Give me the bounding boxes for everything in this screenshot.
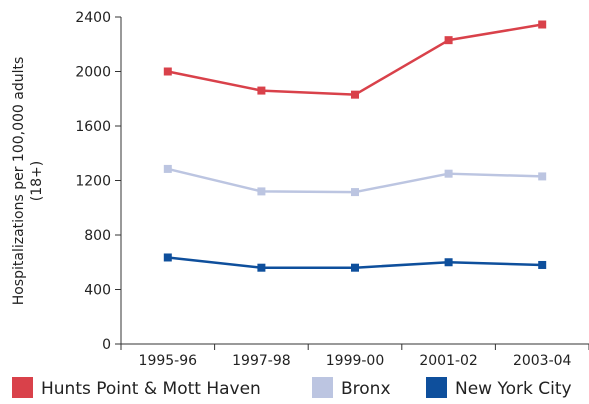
x-tick-label: 2001-02 xyxy=(419,353,478,369)
x-tick-label: 1997-98 xyxy=(232,353,291,369)
y-axis-title-line2: (18+) xyxy=(29,161,45,201)
legend-swatch xyxy=(12,377,33,398)
y-axis-title-line1: Hospitalizations per 100,000 adults xyxy=(11,57,27,306)
legend-swatch xyxy=(426,377,447,398)
legend-label: Hunts Point & Mott Haven xyxy=(41,379,261,399)
x-tick-label: 1999-00 xyxy=(326,353,385,369)
y-tick-label: 1600 xyxy=(75,119,111,135)
data-point xyxy=(257,187,266,196)
data-point xyxy=(444,169,453,178)
y-tick-label: 2000 xyxy=(75,65,111,81)
y-axis-title: Hospitalizations per 100,000 adults (18+… xyxy=(11,57,45,306)
series-line xyxy=(167,23,543,96)
data-point xyxy=(163,164,172,173)
data-point xyxy=(351,90,359,99)
axes: 0 400 800 1200 1600 2000 2400 1995-96 1997-98 199… xyxy=(75,10,589,369)
y-tick-label: 2400 xyxy=(75,10,111,26)
data-point xyxy=(538,260,547,269)
data-point xyxy=(538,20,547,29)
data-point xyxy=(163,67,172,76)
legend-item: New York City xyxy=(426,377,572,399)
data-point xyxy=(351,263,359,272)
data-point xyxy=(538,172,547,181)
legend-label: New York City xyxy=(455,379,572,399)
legend-swatch xyxy=(312,377,333,398)
y-tick-label: 1200 xyxy=(75,174,111,190)
data-point xyxy=(444,258,453,267)
y-tick-label: 800 xyxy=(84,228,111,244)
legend-item: Bronx xyxy=(312,377,391,399)
legend-item: Hunts Point & Mott Haven xyxy=(12,377,261,399)
series xyxy=(163,164,547,197)
y-tick-label: 0 xyxy=(102,337,111,353)
series xyxy=(163,253,547,272)
x-tick-label: 1995-96 xyxy=(139,353,198,369)
data-point xyxy=(351,188,359,197)
legend: Hunts Point & Mott Haven Bronx New York Ci… xyxy=(12,377,572,399)
data-point xyxy=(257,86,266,95)
y-tick-label: 400 xyxy=(84,283,111,299)
data-point xyxy=(444,36,453,45)
series-layer xyxy=(163,20,547,272)
series xyxy=(163,20,547,99)
x-tick-label: 2003-04 xyxy=(513,353,572,369)
legend-label: Bronx xyxy=(341,379,391,399)
data-point xyxy=(257,263,266,272)
data-point xyxy=(163,253,172,262)
